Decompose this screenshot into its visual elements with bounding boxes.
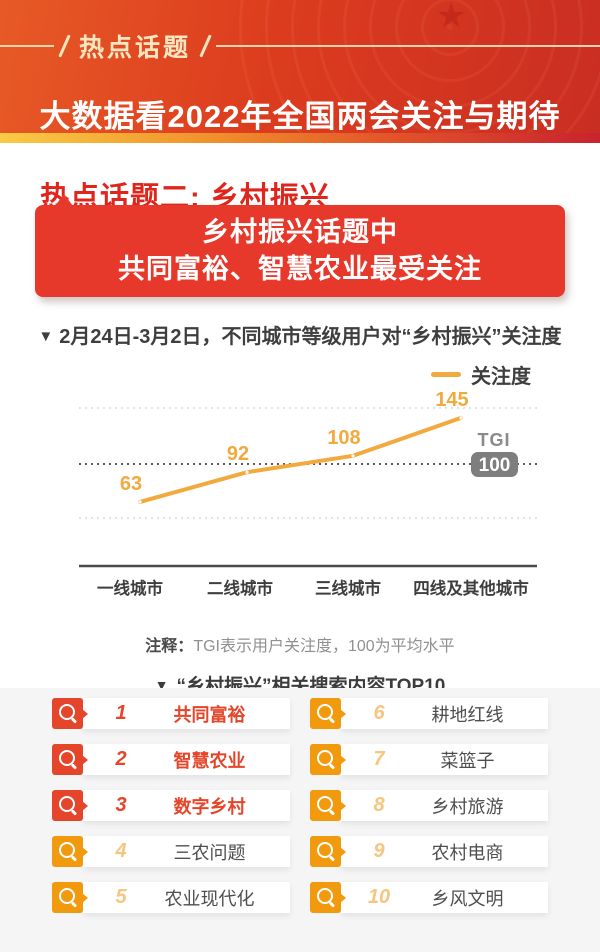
header-banner: ★ 热点话题 大数据看2022年全国两会关注与期待 [0, 0, 600, 133]
gold-gradient-stripe [0, 133, 600, 143]
rank-pill: 6 耕地红线 [341, 698, 548, 729]
category-label: 二线城市 [207, 578, 273, 598]
tgi-value: 100 [479, 455, 511, 476]
rank-term: 菜篮子 [440, 750, 495, 771]
chart-note: 注释：TGI表示用户关注度，100为平均水平 [0, 632, 600, 656]
rank-pill: 2 智慧农业 [83, 744, 290, 775]
search-icon [52, 836, 88, 867]
legend-line-swatch [431, 372, 461, 377]
rank-number: 10 [367, 886, 391, 908]
badge-right-line [216, 45, 600, 47]
rank-number: 3 [115, 794, 127, 816]
badge-left-line [0, 45, 54, 47]
top10-row: 6 耕地红线 [310, 698, 548, 729]
value-label: 108 [327, 427, 360, 449]
search-icon [310, 698, 346, 729]
top10-row: 5 农业现代化 [52, 882, 290, 913]
rank-number: 4 [115, 840, 127, 862]
top10-row: 4 三农问题 [52, 836, 290, 867]
rank-number: 9 [373, 840, 385, 862]
rank-pill: 8 乡村旅游 [341, 790, 548, 821]
rank-term: 农村电商 [431, 842, 504, 863]
rank-pill: 7 菜篮子 [341, 744, 548, 775]
chart-title-text: 2月24日-3月2日，不同城市等级用户对“乡村振兴”关注度 [59, 326, 562, 348]
concentric-rings-decoration [230, 0, 600, 133]
rank-term: 三农问题 [173, 842, 246, 863]
tgi-line-chart: 63 92 108 145 TGI 100 一线城市 二线城市 三线城市 四线及其他城市 [79, 389, 537, 598]
gridlines [79, 407, 537, 519]
rank-number: 7 [373, 748, 385, 770]
top10-row: 3 数字乡村 [52, 790, 290, 821]
search-icon [310, 790, 346, 821]
top10-row: 10 乡风文明 [310, 882, 548, 913]
legend-label: 关注度 [471, 366, 531, 388]
slash-decoration [199, 34, 212, 58]
top10-column-left: 1 共同富裕 2 智慧农业 3 数字乡村 4 三农问题 5 农业现代化 [52, 698, 290, 952]
category-label: 一线城市 [97, 578, 163, 598]
rank-pill: 1 共同富裕 [83, 698, 290, 729]
rank-term: 乡村旅游 [431, 796, 504, 817]
category-label: 三线城市 [315, 578, 381, 598]
rank-pill: 10 乡风文明 [341, 882, 548, 913]
rank-term: 耕地红线 [431, 704, 504, 725]
note-text: TGI表示用户关注度，100为平均水平 [193, 638, 455, 655]
rank-number: 6 [373, 702, 385, 724]
top10-column-right: 6 耕地红线 7 菜篮子 8 乡村旅游 9 农村电商 10 乡风文明 [310, 698, 548, 952]
rank-number: 2 [115, 748, 127, 770]
banner-line-2: 共同富裕、智慧农业最受关注 [118, 254, 482, 284]
search-icon [52, 744, 88, 775]
data-point [245, 470, 249, 474]
data-point [351, 454, 355, 458]
value-label: 145 [435, 389, 468, 411]
chart-legend: 关注度 [431, 360, 531, 389]
top10-row: 9 农村电商 [310, 836, 548, 867]
conclusion-banner: 乡村振兴话题中 共同富裕、智慧农业最受关注 [35, 194, 565, 297]
hot-topic-badge-row: 热点话题 [0, 30, 600, 62]
rank-term: 智慧农业 [173, 750, 246, 771]
search-icon [310, 836, 346, 867]
rank-term: 共同富裕 [173, 704, 246, 725]
star-icon: ★ [436, 0, 467, 35]
rank-term: 数字乡村 [173, 796, 246, 817]
search-icon [310, 744, 346, 775]
value-label: 92 [227, 443, 249, 465]
rank-pill: 5 农业现代化 [83, 882, 290, 913]
data-point [138, 500, 142, 504]
search-icon [52, 882, 88, 913]
top10-panel: 1 共同富裕 2 智慧农业 3 数字乡村 4 三农问题 5 农业现代化 6 耕地红线 7 菜篮子 8 乡村旅… [0, 688, 600, 952]
rank-number: 1 [115, 702, 127, 724]
top10-row: 1 共同富裕 [52, 698, 290, 729]
top10-row: 7 菜篮子 [310, 744, 548, 775]
tgi-label: TGI [478, 430, 511, 450]
rank-term: 农业现代化 [164, 888, 255, 909]
triangle-down-icon: ▼ [38, 328, 54, 345]
rank-number: 5 [115, 886, 127, 908]
chart-title: ▼ 2月24日-3月2日，不同城市等级用户对“乡村振兴”关注度 [0, 320, 600, 349]
rank-pill: 3 数字乡村 [83, 790, 290, 821]
rank-number: 8 [373, 794, 385, 816]
tgi-badge [471, 452, 518, 477]
top10-row: 8 乡村旅游 [310, 790, 548, 821]
search-icon [52, 698, 88, 729]
value-label: 63 [120, 473, 142, 495]
page-title: 大数据看2022年全国两会关注与期待 [39, 98, 561, 133]
note-label: 注释： [145, 638, 194, 655]
data-point [459, 416, 463, 420]
banner-line-1: 乡村振兴话题中 [202, 217, 398, 247]
top10-row: 2 智慧农业 [52, 744, 290, 775]
rank-pill: 9 农村电商 [341, 836, 548, 867]
search-icon [310, 882, 346, 913]
hot-topic-badge: 热点话题 [79, 34, 192, 62]
rank-pill: 4 三农问题 [83, 836, 290, 867]
rank-term: 乡风文明 [431, 888, 504, 909]
slash-decoration [58, 34, 71, 58]
search-icon [52, 790, 88, 821]
category-label: 四线及其他城市 [413, 578, 529, 598]
attention-line [138, 415, 463, 504]
banner-pointer-triangle [55, 194, 73, 206]
